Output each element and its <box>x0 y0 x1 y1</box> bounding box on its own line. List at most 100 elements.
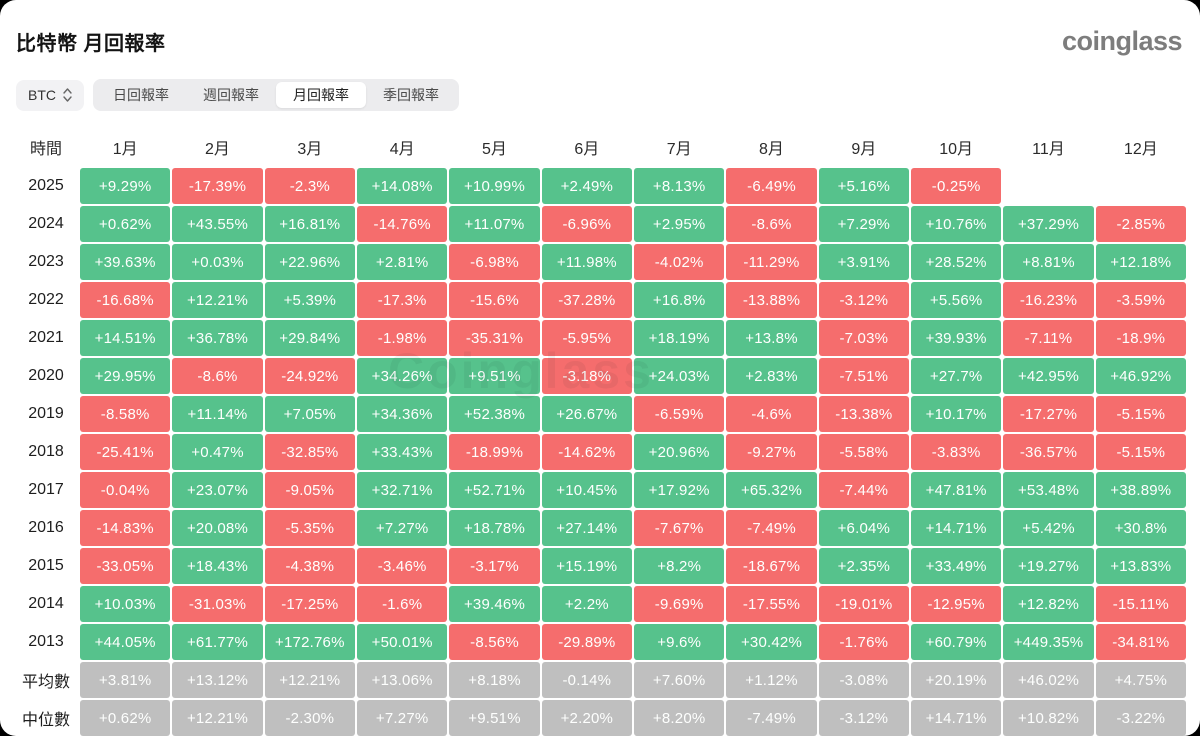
return-cell: -1.76% <box>818 624 909 660</box>
return-cell: -24.92% <box>264 358 355 394</box>
return-cell: +3.81% <box>80 662 171 698</box>
col-header-month: 1月 <box>112 141 138 158</box>
return-cell: +38.89% <box>1095 472 1186 508</box>
return-cell: -37.28% <box>541 282 632 318</box>
col-header-month: 12月 <box>1123 141 1158 158</box>
tab-月回報率[interactable]: 月回報率 <box>276 82 366 108</box>
return-cell: +27.14% <box>541 510 632 546</box>
row-label-2017: 2017 <box>28 481 64 498</box>
return-cell: +10.17% <box>911 396 1002 432</box>
return-cell: +0.62% <box>80 206 171 242</box>
return-cell: +29.95% <box>80 358 171 394</box>
return-cell: -7.44% <box>818 472 909 508</box>
return-cell: -34.81% <box>1095 624 1186 660</box>
returns-table: 時間 1月 2月 3月 4月 5月 6月 7月 8月 9月 10月 11月 12月 2025 +9.29% -… <box>0 131 1200 736</box>
return-cell: +4.75% <box>1095 662 1186 698</box>
col-header-month: 10月 <box>939 141 974 158</box>
return-cell: +10.03% <box>80 586 171 622</box>
return-cell: +14.71% <box>911 700 1002 736</box>
return-cell: +2.20% <box>541 700 632 736</box>
return-cell: -11.29% <box>726 244 817 280</box>
return-cell: -3.17% <box>449 548 540 584</box>
return-cell: +2.35% <box>818 548 909 584</box>
return-cell: +18.19% <box>634 320 725 356</box>
return-cell: +8.20% <box>634 700 725 736</box>
return-cell: -8.56% <box>449 624 540 660</box>
tab-週回報率[interactable]: 週回報率 <box>186 82 276 108</box>
return-cell: -7.03% <box>818 320 909 356</box>
return-cell: +52.71% <box>449 472 540 508</box>
return-cell: -8.58% <box>80 396 171 432</box>
col-header-month: 7月 <box>666 141 692 158</box>
return-cell: -15.6% <box>449 282 540 318</box>
return-cell: -6.59% <box>634 396 725 432</box>
return-cell: -17.27% <box>1003 396 1094 432</box>
return-cell: +43.55% <box>172 206 263 242</box>
col-header-month: 8月 <box>759 141 784 158</box>
return-cell: +24.03% <box>634 358 725 394</box>
return-cell: +44.05% <box>80 624 171 660</box>
return-cell: -13.88% <box>726 282 817 318</box>
return-cell: +7.27% <box>357 700 448 736</box>
return-cell: +14.08% <box>357 168 448 204</box>
return-cell: -25.41% <box>80 434 171 470</box>
return-cell: +5.42% <box>1003 510 1094 546</box>
return-cell: +60.79% <box>911 624 1002 660</box>
row-label-平均數: 平均數 <box>21 674 70 691</box>
return-cell: +10.82% <box>1003 700 1094 736</box>
chevron-updown-icon <box>63 88 72 102</box>
return-cell: +65.32% <box>726 472 817 508</box>
return-cell: -3.08% <box>818 662 909 698</box>
row-label-2018: 2018 <box>28 443 64 460</box>
empty-cell <box>1096 168 1186 204</box>
return-cell: +7.29% <box>818 206 909 242</box>
return-cell: -35.31% <box>449 320 540 356</box>
return-cell: +39.46% <box>449 586 540 622</box>
return-cell: +39.63% <box>80 244 171 280</box>
return-cell: -6.49% <box>726 168 817 204</box>
coin-selector[interactable]: BTC <box>16 79 84 111</box>
return-cell: -4.6% <box>726 396 817 432</box>
return-cell: -3.22% <box>1095 700 1186 736</box>
return-cell: -1.6% <box>357 586 448 622</box>
return-cell: -8.6% <box>726 206 817 242</box>
return-cell: +18.43% <box>172 548 263 584</box>
page-title: 比特幣 月回報率 <box>16 32 166 55</box>
col-header-month: 6月 <box>574 141 600 158</box>
return-cell: +17.92% <box>634 472 725 508</box>
return-cell: +20.19% <box>911 662 1002 698</box>
return-cell: +14.71% <box>911 510 1002 546</box>
return-cell: +172.76% <box>264 624 355 660</box>
return-cell: -4.02% <box>634 244 725 280</box>
return-cell: +12.82% <box>1003 586 1094 622</box>
return-cell: +8.2% <box>634 548 725 584</box>
return-cell: +14.51% <box>80 320 171 356</box>
return-cell: +11.07% <box>449 206 540 242</box>
row-label-2016: 2016 <box>28 519 64 536</box>
return-cell: -9.27% <box>726 434 817 470</box>
return-cell: +5.39% <box>264 282 355 318</box>
return-cell: +50.01% <box>357 624 448 660</box>
return-cell: -6.98% <box>449 244 540 280</box>
return-cell: +39.93% <box>911 320 1002 356</box>
return-cell: +7.60% <box>634 662 725 698</box>
return-cell: -14.62% <box>541 434 632 470</box>
tab-季回報率[interactable]: 季回報率 <box>366 82 456 108</box>
tab-日回報率[interactable]: 日回報率 <box>96 82 186 108</box>
row-label-2020: 2020 <box>28 367 64 384</box>
return-cell: +33.43% <box>357 434 448 470</box>
return-cell: -5.15% <box>1095 434 1186 470</box>
return-cell: +36.78% <box>172 320 263 356</box>
return-cell: +449.35% <box>1003 624 1094 660</box>
return-cell: +13.83% <box>1095 548 1186 584</box>
return-cell: +27.7% <box>911 358 1002 394</box>
col-header-month: 2月 <box>205 141 230 158</box>
return-cell: +53.48% <box>1003 472 1094 508</box>
return-cell: +8.13% <box>634 168 725 204</box>
return-cell: +12.21% <box>264 662 355 698</box>
return-cell: +16.81% <box>264 206 355 242</box>
return-cell: -3.12% <box>818 700 909 736</box>
return-cell: -0.25% <box>911 168 1002 204</box>
return-cell: +10.76% <box>911 206 1002 242</box>
